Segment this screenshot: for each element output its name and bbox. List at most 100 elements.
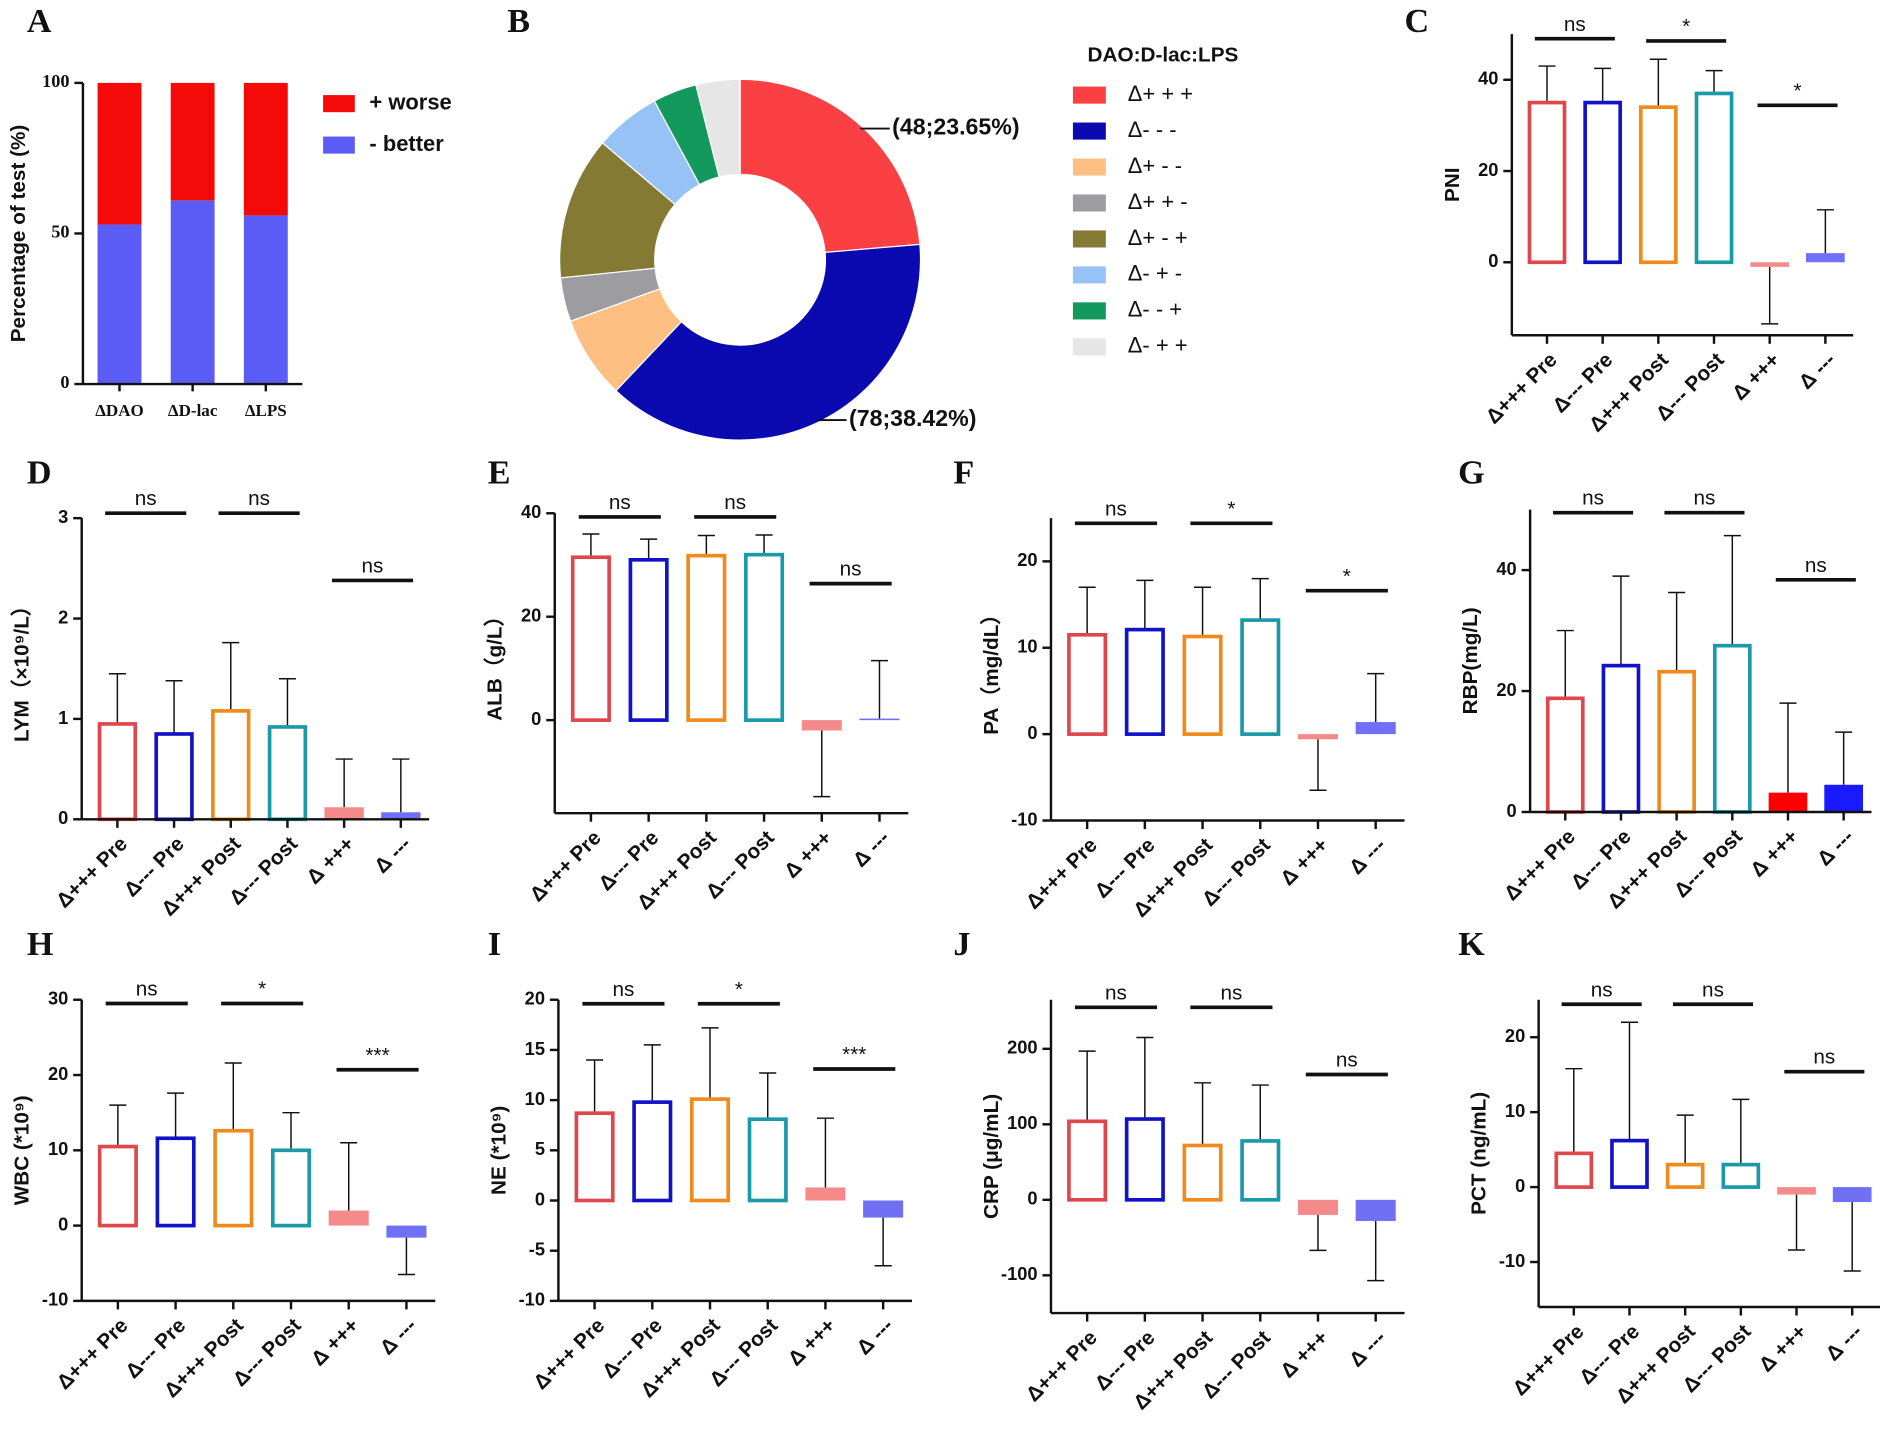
bar xyxy=(1124,1117,1165,1202)
significance-label: ns xyxy=(1694,487,1716,510)
legend-swatch xyxy=(1072,230,1106,248)
slice-label: (48;23.65%) xyxy=(892,114,1019,140)
bar xyxy=(154,732,194,822)
panel-letter: E xyxy=(488,454,511,491)
y-tick-label: 3 xyxy=(58,506,68,527)
bar xyxy=(801,720,842,731)
bar xyxy=(1712,643,1752,814)
y-tick-label: 20 xyxy=(521,605,541,626)
legend-swatch xyxy=(1072,194,1106,212)
y-tick-label: 0 xyxy=(1027,722,1037,743)
significance-label: *** xyxy=(842,1043,866,1066)
y-tick-label: 40 xyxy=(1478,68,1498,89)
y-tick-label: 15 xyxy=(525,1038,545,1059)
bar-segment xyxy=(243,215,288,385)
bar-segment xyxy=(97,82,142,225)
y-tick-label: -5 xyxy=(529,1239,545,1260)
y-tick-label: 10 xyxy=(48,1138,68,1159)
significance-label: * xyxy=(735,978,743,1001)
x-tick-label: Δ +++ xyxy=(784,1314,841,1371)
bar xyxy=(1297,1199,1339,1215)
bar xyxy=(155,1136,196,1228)
y-tick-label: -10 xyxy=(1011,808,1037,829)
bar xyxy=(324,807,364,820)
bar xyxy=(1124,627,1165,736)
bar xyxy=(1297,734,1339,740)
panel-letter: F xyxy=(953,454,974,491)
x-tick-label: Δ +++ xyxy=(1728,348,1785,405)
y-tick-label: 200 xyxy=(1007,1037,1037,1058)
y-tick-label: 0 xyxy=(1027,1188,1037,1209)
legend-swatch xyxy=(323,95,355,113)
significance-label: ns xyxy=(1591,978,1613,1001)
legend-swatch xyxy=(1072,338,1106,356)
bar xyxy=(1832,1187,1872,1203)
bar xyxy=(689,1097,731,1203)
y-tick-label: 0 xyxy=(1488,250,1498,271)
legend-label: Δ+ + + xyxy=(1128,81,1193,106)
legend-label: + worse xyxy=(369,89,451,114)
panel-letter: I xyxy=(488,926,501,963)
significance-label: * xyxy=(258,978,266,1001)
bar xyxy=(1610,1138,1649,1189)
y-tick-label: 10 xyxy=(525,1088,545,1109)
x-tick-label: Δ +++ xyxy=(1755,1320,1812,1377)
bar xyxy=(686,553,727,722)
bar-segment xyxy=(170,82,215,201)
y-tick-label: 20 xyxy=(1017,549,1037,570)
y-tick-label: 0 xyxy=(531,708,541,729)
significance-label: ns xyxy=(724,491,746,514)
y-tick-label: 20 xyxy=(525,988,545,1009)
panel-letter: A xyxy=(27,3,52,40)
bar xyxy=(213,1128,254,1228)
legend-label: Δ+ - + xyxy=(1128,225,1188,250)
significance-label: ns xyxy=(1220,981,1242,1004)
bar xyxy=(1806,253,1845,263)
legend-label: Δ+ - - xyxy=(1128,153,1182,178)
significance-label: * xyxy=(1793,79,1801,102)
bar xyxy=(1067,1119,1108,1202)
bar xyxy=(1721,1162,1761,1189)
y-tick-label: -10 xyxy=(519,1289,545,1310)
significance-label: ns xyxy=(840,558,862,581)
legend-swatch xyxy=(1072,266,1106,284)
x-tick-label: Δ+++ Pre xyxy=(525,826,605,906)
bar xyxy=(628,557,669,722)
significance-label: ns xyxy=(1813,1046,1835,1069)
y-tick-label: 0 xyxy=(535,1188,545,1209)
bar xyxy=(744,552,785,722)
legend-label: Δ- + + xyxy=(1128,333,1188,358)
bar xyxy=(1067,632,1108,736)
x-tick-label: Δ+++ Pre xyxy=(1508,1320,1588,1400)
y-axis-label: NE (*10⁹) xyxy=(487,1106,510,1195)
panel-letter: H xyxy=(27,926,54,963)
bar xyxy=(97,1144,138,1228)
legend-label: Δ- + - xyxy=(1128,261,1182,286)
y-axis-label: WBC (*10⁹) xyxy=(11,1095,34,1205)
x-tick-label: Δ +++ xyxy=(302,832,359,889)
x-tick-label: Δ+++ Pre xyxy=(1482,348,1562,428)
x-tick-label: Δ+++ Pre xyxy=(52,1314,132,1394)
bar xyxy=(1768,792,1808,812)
significance-label: ns xyxy=(362,554,384,577)
y-tick-label: 20 xyxy=(1496,679,1516,700)
bar xyxy=(1824,784,1864,812)
y-axis-label: PNI xyxy=(1441,167,1464,202)
y-axis-label: PA（mg/dL） xyxy=(979,604,1003,735)
x-tick-label: Δ --- xyxy=(852,1314,898,1360)
significance-label: ns xyxy=(609,491,631,514)
bar xyxy=(270,1148,312,1228)
panel-letter: J xyxy=(953,926,970,963)
bar xyxy=(747,1117,788,1203)
y-tick-label: 10 xyxy=(1017,636,1037,657)
y-tick-label: 20 xyxy=(1505,1025,1525,1046)
legend-label: - better xyxy=(369,131,444,156)
y-axis-label: ALB（g/L） xyxy=(483,606,507,721)
bar xyxy=(1182,1143,1223,1202)
y-tick-label: 100 xyxy=(42,71,69,91)
x-tick-label: ΔLPS xyxy=(245,401,287,420)
legend-swatch xyxy=(1072,302,1106,320)
significance-label: ns xyxy=(612,978,634,1001)
significance-label: ns xyxy=(136,978,158,1001)
y-axis-label: CRP (μg/mL) xyxy=(980,1094,1003,1219)
